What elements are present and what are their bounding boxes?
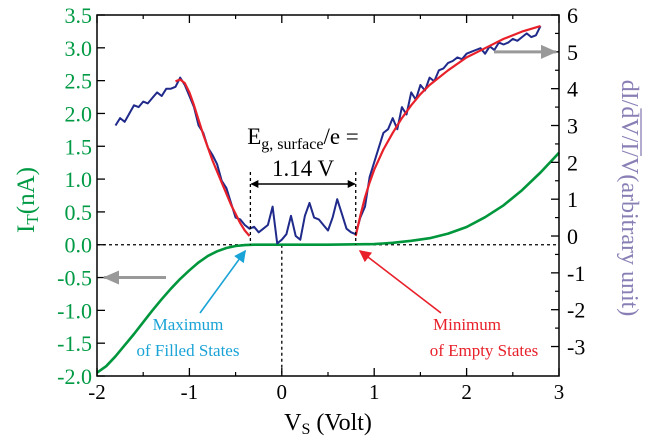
- axis-ticks: -2 -1 0 1 2 3 -2.0 -1.5 -1.0 -0.5 0.0 0.5 1.0 1.5 2.0 2…: [57, 3, 585, 404]
- current-curve: [96, 151, 560, 374]
- x-tick-label: -2: [88, 380, 106, 404]
- filled-states-label-line2: of Filled States: [137, 341, 240, 360]
- x-axis-title-tail: (Volt): [310, 410, 372, 436]
- gap-value: 1.14 V: [272, 156, 335, 181]
- empty-states-arrow: [358, 250, 442, 314]
- right-y-tick-label: 2: [567, 150, 578, 175]
- gap-label-subscript: g, surface: [261, 136, 323, 153]
- left-y-tick-label: 3.0: [65, 36, 93, 61]
- gap-label-tail: /e =: [323, 124, 358, 149]
- filled-states-label-line1: Maximum: [153, 315, 224, 334]
- left-y-tick-label: 0.0: [65, 233, 93, 258]
- left-y-tick-label: 2.5: [65, 69, 93, 94]
- x-tick-label: 3: [554, 380, 565, 404]
- left-y-tick-label: 3.5: [65, 3, 93, 28]
- left-y-tick-label: 0.5: [65, 200, 93, 225]
- left-y-axis-title-main: I: [13, 225, 40, 233]
- x-tick-label: 1: [369, 380, 380, 404]
- left-y-tick-label: -2.0: [57, 364, 92, 389]
- left-y-tick-label: -0.5: [57, 266, 92, 291]
- gap-label: Eg, surface/e =: [247, 124, 359, 153]
- right-y-tick-label: 1: [567, 187, 578, 212]
- filled-states-arrow: [199, 249, 247, 314]
- left-y-axis-title-tail: (nA): [13, 167, 40, 214]
- right-y-tick-label: 6: [567, 3, 578, 28]
- gap-label-main: E: [247, 124, 261, 149]
- right-y-tick-label: 0: [567, 224, 578, 249]
- x-tick-label: -1: [181, 380, 199, 404]
- right-y-tick-label: 3: [567, 114, 578, 139]
- right-y-tick-label: -2: [567, 298, 585, 323]
- x-axis-title-subscript: S: [301, 421, 310, 438]
- x-axis-title-main: V: [284, 410, 302, 436]
- x-axis-title: VS (Volt): [284, 410, 372, 438]
- left-y-tick-label: -1.5: [57, 331, 92, 356]
- empty-states-label-line1: Minimum: [433, 315, 501, 334]
- left-y-tick-label: 1.5: [65, 134, 93, 159]
- right-y-tick-label: 4: [567, 77, 578, 102]
- plot-area: [96, 25, 560, 376]
- x-tick-label: 2: [461, 380, 472, 404]
- left-y-tick-label: 1.0: [65, 167, 93, 192]
- empty-states-label-line2: of Empty States: [430, 341, 539, 360]
- left-y-tick-label: 2.0: [65, 101, 93, 126]
- didv-curve: [114, 25, 542, 245]
- fit-curve-filled: [175, 78, 251, 237]
- left-y-axis-title: IT(nA): [13, 167, 42, 233]
- left-y-tick-label: -1.0: [57, 298, 92, 323]
- right-y-axis-title: dI/dV/I/V(arbitrary unit): [616, 80, 642, 317]
- x-tick-label: 0: [277, 380, 288, 404]
- right-y-tick-label: -3: [567, 335, 585, 360]
- fit-curve-empty: [354, 25, 541, 237]
- left-y-axis-title-subscript: T: [23, 214, 42, 225]
- right-y-tick-label: 5: [567, 40, 578, 65]
- right-y-tick-label: -1: [567, 261, 585, 286]
